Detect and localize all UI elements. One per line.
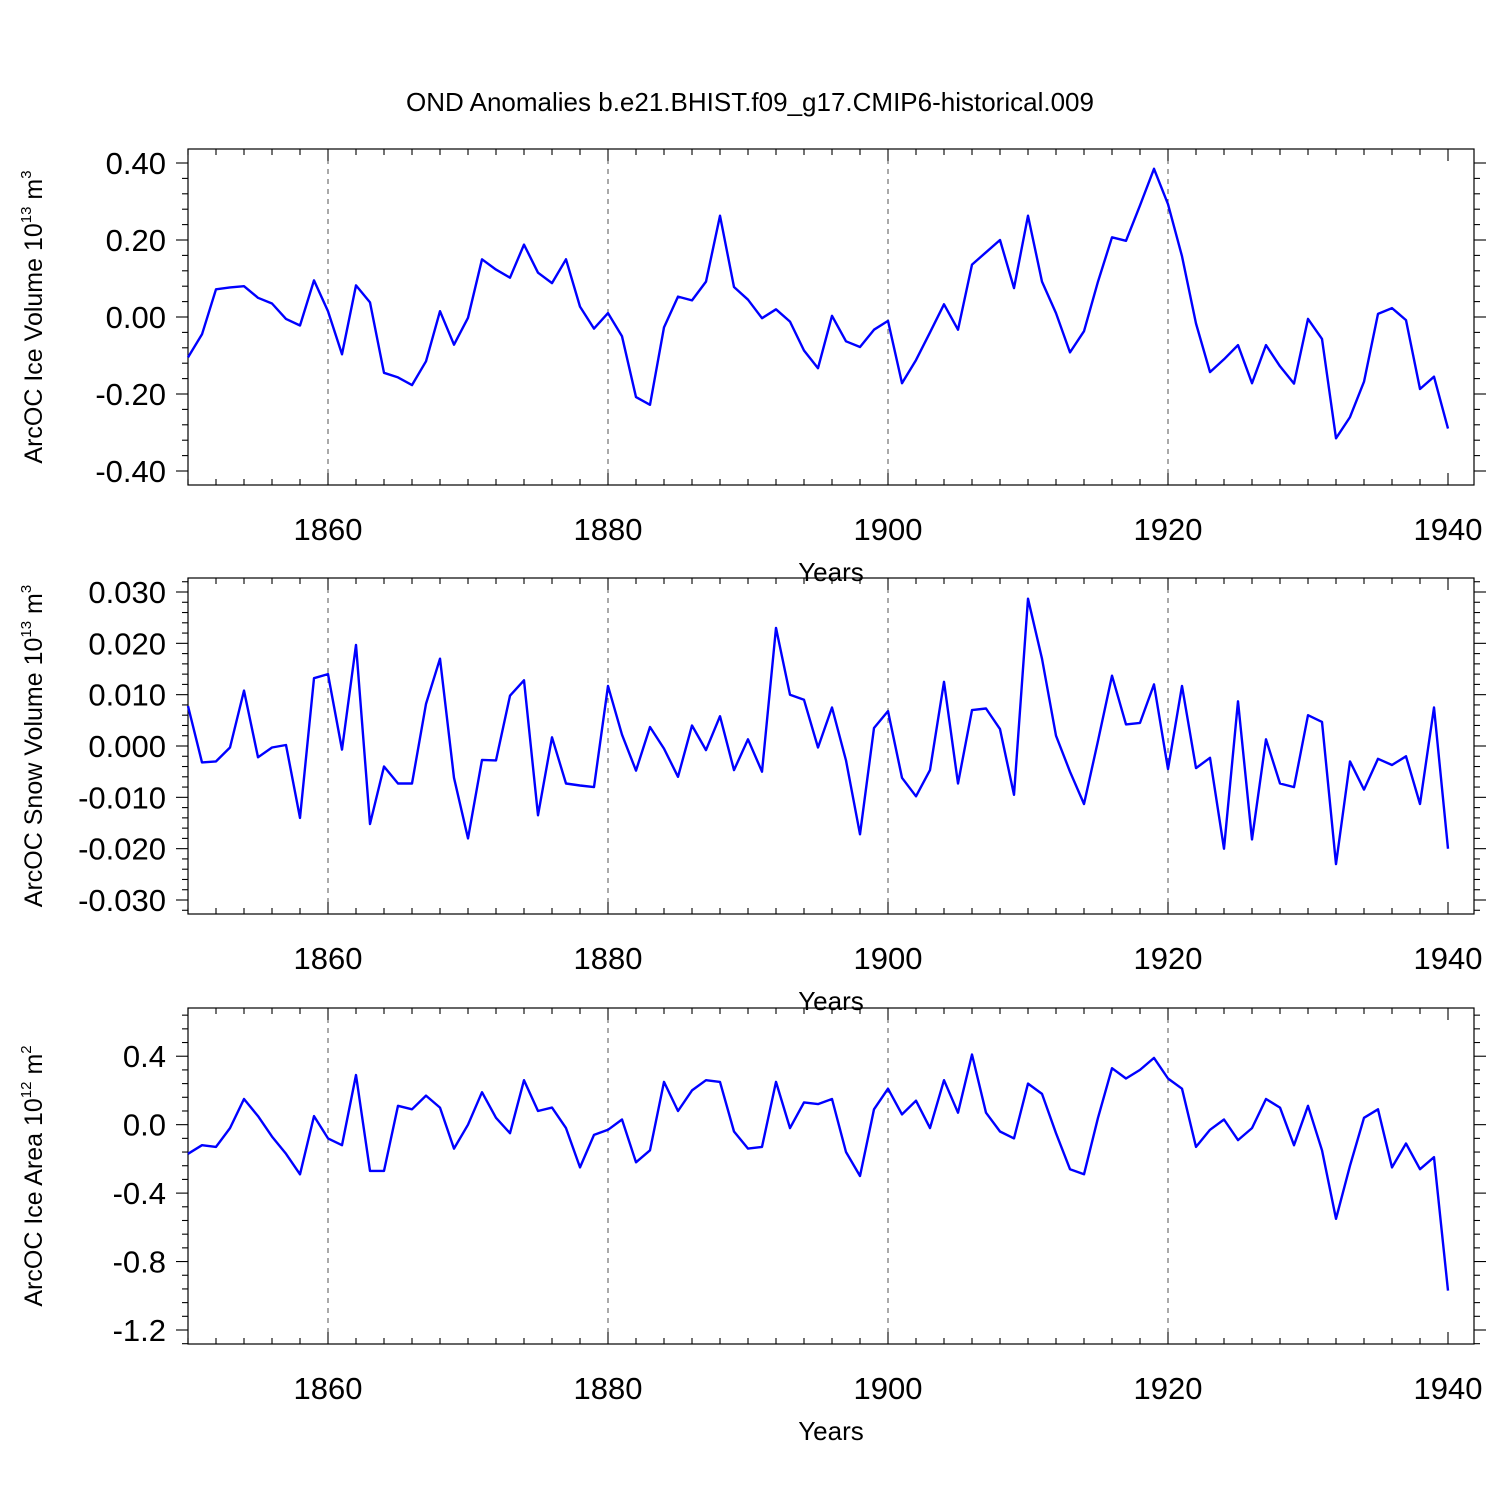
panel-ice-area: 1860 1880 1900 1920 1940 -1.2 -0.8 -0.4 0.0 0.4 Ye… — [18, 1007, 1486, 1446]
series-line-ice-area — [187, 1053, 1450, 1291]
y-axis-label: ArcOC Snow Volume 1013 m3 — [18, 585, 48, 907]
y-axis-label: ArcOC Ice Volume 1013 m3 — [18, 170, 48, 463]
series-line-snow-volume — [186, 597, 1450, 866]
y-tick-label: 0.00 — [106, 300, 166, 335]
x-tick-label: 1880 — [574, 1371, 643, 1406]
x-axis-label: Years — [798, 557, 864, 587]
y-axis-label: ArcOC Ice Area 1012 m2 — [18, 1045, 48, 1306]
x-tick-label: 1860 — [294, 941, 363, 976]
x-tick-label: 1920 — [1134, 512, 1203, 547]
series-line-ice-volume — [186, 167, 1450, 440]
x-tick-label: 1940 — [1414, 512, 1483, 547]
plot-frame — [187, 577, 1475, 915]
x-tick-label: 1880 — [574, 512, 643, 547]
y-tick-label: -0.8 — [113, 1245, 166, 1280]
x-tick-label: 1900 — [854, 512, 923, 547]
y-tick-label: -0.020 — [78, 832, 166, 867]
panels: 1860 1880 1900 1920 1940 -0.40 -0.20 0.00 0.20 0.… — [18, 146, 1486, 1446]
y-tick-label: 0.030 — [88, 575, 166, 610]
y-tick-label: -1.2 — [113, 1313, 166, 1348]
x-axis-label: Years — [798, 1416, 864, 1446]
y-tick-label: -0.010 — [78, 780, 166, 815]
y-tick-label: -0.030 — [78, 883, 166, 918]
x-tick-label: 1920 — [1134, 1371, 1203, 1406]
x-tick-label: 1860 — [294, 512, 363, 547]
y-tick-label: -0.20 — [95, 377, 166, 412]
y-tick-label: 0.4 — [123, 1039, 166, 1074]
chart-title: OND Anomalies b.e21.BHIST.f09_g17.CMIP6-… — [406, 87, 1094, 117]
x-tick-label: 1880 — [574, 941, 643, 976]
y-tick-label: 0.0 — [123, 1108, 166, 1143]
x-tick-label: 1920 — [1134, 941, 1203, 976]
x-axis-label: Years — [798, 986, 864, 1016]
panel-snow-volume: 1860 1880 1900 1920 1940 -0.030 -0.020 -0.010 0.… — [18, 575, 1486, 1016]
plot-frame — [187, 1007, 1475, 1345]
x-tick-label: 1860 — [294, 1371, 363, 1406]
x-tick-label: 1900 — [854, 941, 923, 976]
y-tick-label: 0.20 — [106, 223, 166, 258]
y-tick-label: 0.40 — [106, 146, 166, 181]
x-tick-label: 1940 — [1414, 941, 1483, 976]
panel-ice-volume: 1860 1880 1900 1920 1940 -0.40 -0.20 0.00 0.20 0.… — [18, 146, 1486, 587]
y-tick-label: -0.4 — [113, 1176, 166, 1211]
y-tick-label: -0.40 — [95, 454, 166, 489]
x-tick-label: 1940 — [1414, 1371, 1483, 1406]
y-tick-label: 0.010 — [88, 678, 166, 713]
y-tick-label: 0.020 — [88, 626, 166, 661]
y-tick-label: 0.000 — [88, 729, 166, 764]
x-tick-label: 1900 — [854, 1371, 923, 1406]
